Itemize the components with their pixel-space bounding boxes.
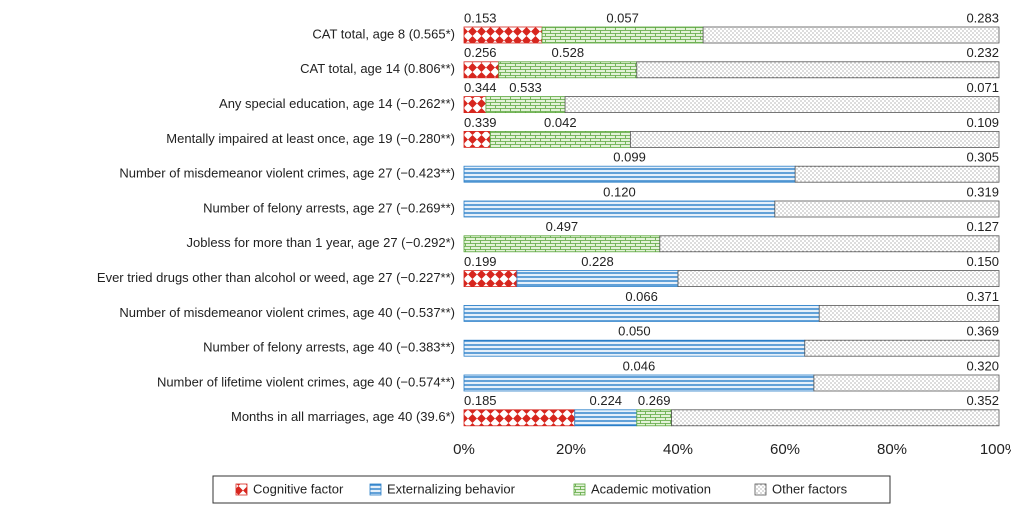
segment-label: 0.153 xyxy=(464,10,497,25)
segment-label: 0.066 xyxy=(625,289,658,304)
segment-label: 0.224 xyxy=(590,393,623,408)
segment-label: 0.046 xyxy=(623,358,656,373)
segment-label: 0.199 xyxy=(464,254,497,269)
legend-swatch xyxy=(235,483,248,496)
bar-segment xyxy=(677,270,1000,288)
bar-segment xyxy=(485,96,566,113)
bar-segment xyxy=(463,374,815,392)
segment-label: 0.269 xyxy=(638,393,671,408)
bar-segment xyxy=(463,270,518,288)
bar-segment xyxy=(463,26,543,44)
bar-segment xyxy=(463,165,796,183)
bar-segment xyxy=(463,130,491,148)
legend-box xyxy=(212,475,891,504)
segment-label: 0.150 xyxy=(966,254,999,269)
legend-label: Externalizing behavior xyxy=(387,481,516,496)
y-tick-label: Any special education, age 14 (−0.262**) xyxy=(219,96,455,111)
segment-label: 0.256 xyxy=(464,45,497,60)
legend-label: Academic motivation xyxy=(591,481,711,496)
legend-label: Cognitive factor xyxy=(253,481,344,496)
x-tick-label: 100% xyxy=(980,441,1011,458)
segment-label: 0.533 xyxy=(509,80,542,95)
bar-segment xyxy=(541,26,704,44)
segment-label: 0.185 xyxy=(464,393,497,408)
legend-swatch xyxy=(573,483,586,496)
bar-segment xyxy=(813,374,1000,392)
segment-label: 0.497 xyxy=(546,219,579,234)
bar-segment xyxy=(564,96,1000,113)
y-tick-label: Months in all marriages, age 40 (39.6*) xyxy=(231,409,455,424)
bar-segment xyxy=(463,200,776,218)
bar-segment xyxy=(463,61,500,79)
y-tick-label: Number of misdemeanor violent crimes, ag… xyxy=(119,305,455,320)
x-tick-label: 0% xyxy=(453,441,475,458)
segment-label: 0.042 xyxy=(544,115,577,130)
bar-segment xyxy=(774,200,1000,218)
bar-segment xyxy=(702,26,1000,44)
bar-segment xyxy=(659,235,1000,253)
x-tick-label: 60% xyxy=(770,441,800,458)
x-tick-label: 40% xyxy=(663,441,693,458)
segment-label: 0.339 xyxy=(464,115,497,130)
segment-label: 0.099 xyxy=(613,150,646,165)
y-tick-label: CAT total, age 14 (0.806**) xyxy=(300,61,455,76)
bar-segment xyxy=(463,304,820,322)
segment-label: 0.127 xyxy=(966,219,999,234)
y-tick-label: CAT total, age 8 (0.565*) xyxy=(312,26,455,41)
segment-label: 0.283 xyxy=(966,10,999,25)
y-tick-label: Jobless for more than 1 year, age 27 (−0… xyxy=(187,235,455,250)
segment-label: 0.057 xyxy=(606,10,639,25)
bar-segment xyxy=(794,165,1000,183)
legend-swatch xyxy=(369,483,382,496)
bar-segment xyxy=(629,130,1000,148)
segment-label: 0.120 xyxy=(603,184,636,199)
y-tick-label: Number of lifetime violent crimes, age 4… xyxy=(157,374,455,389)
x-tick-label: 20% xyxy=(556,441,586,458)
segment-label: 0.352 xyxy=(966,393,999,408)
legend-swatch xyxy=(754,483,767,496)
x-tick-label: 80% xyxy=(877,441,907,458)
segment-label: 0.371 xyxy=(966,289,999,304)
bar-segment xyxy=(463,235,661,253)
bar-segment xyxy=(671,409,1000,427)
segment-label: 0.228 xyxy=(581,254,614,269)
segment-label: 0.109 xyxy=(966,115,999,130)
y-tick-label: Number of felony arrests, age 40 (−0.383… xyxy=(203,340,455,355)
bar-segment xyxy=(498,61,638,79)
segment-label: 0.071 xyxy=(966,80,999,95)
bar-segment xyxy=(516,270,679,288)
bar-segment xyxy=(489,130,631,148)
bar-segment xyxy=(463,339,806,357)
y-tick-label: Number of felony arrests, age 27 (−0.269… xyxy=(203,200,455,215)
y-tick-label: Number of misdemeanor violent crimes, ag… xyxy=(119,166,455,181)
segment-label: 0.232 xyxy=(966,45,999,60)
bar-segment xyxy=(636,409,672,427)
bar-segment xyxy=(574,409,638,427)
legend-label: Other factors xyxy=(772,481,848,496)
segment-label: 0.319 xyxy=(966,184,999,199)
segment-label: 0.305 xyxy=(966,150,999,165)
segment-label: 0.050 xyxy=(618,324,651,339)
bar-segment xyxy=(463,409,576,427)
y-tick-label: Mentally impaired at least once, age 19 … xyxy=(166,131,455,146)
segment-label: 0.344 xyxy=(464,80,497,95)
segment-label: 0.320 xyxy=(966,358,999,373)
y-tick-label: Ever tried drugs other than alcohol or w… xyxy=(97,270,455,285)
bar-segment xyxy=(636,61,1000,79)
bar-segment xyxy=(804,339,1000,357)
segment-label: 0.369 xyxy=(966,324,999,339)
segment-label: 0.528 xyxy=(552,45,585,60)
bar-segment xyxy=(818,304,1000,322)
bar-segment xyxy=(463,96,487,113)
